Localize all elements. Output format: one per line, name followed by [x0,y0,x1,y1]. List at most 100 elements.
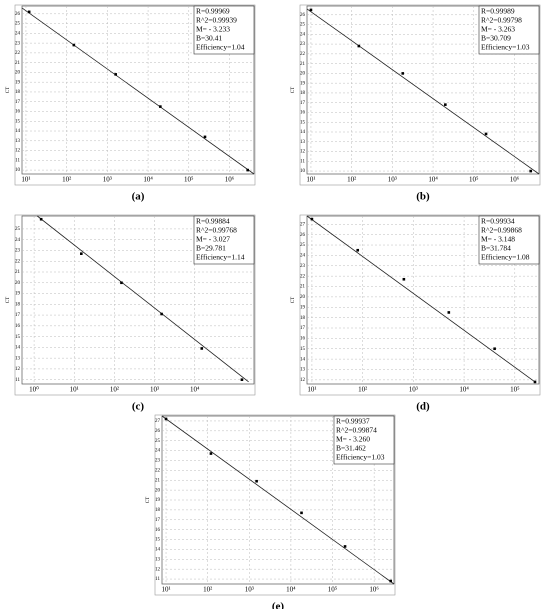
trendline [21,7,255,175]
y-tick-label: 15 [155,538,161,543]
y-tick-label: 22 [15,259,21,264]
y-tick-label: 18 [300,91,306,96]
y-tick-label: 14 [300,130,306,135]
y-tick-label: 24 [15,238,21,243]
y-tick-label: 23 [300,42,306,47]
x-tick-label: 10⁵ [469,176,479,184]
stats-box [193,215,255,265]
point [246,168,249,172]
point [200,347,204,350]
point [159,105,162,108]
stats-line: R^2=0.99868 [481,226,522,235]
stats-box [333,415,395,465]
plot-frame [299,4,541,186]
y-tick-label: 14 [15,346,21,351]
y-tick-label: 27 [155,419,161,424]
y-tick-label: 21 [15,61,21,66]
stats-line: B=31.784 [481,244,511,253]
x-tick-label: 10² [62,176,71,184]
stats-line: Efficiency=1.03 [481,43,530,52]
x-tick-label: 10³ [103,176,112,184]
point [80,252,83,255]
y-tick-label: 24 [300,254,306,259]
panel-caption: (d) [416,401,430,413]
y-tick-label: 23 [300,264,306,269]
stats-line: R^2=0.99798 [481,16,522,25]
y-tick-label: 20 [15,281,21,286]
y-tick-label: 18 [15,90,21,95]
point [484,132,488,136]
point [444,103,447,106]
y-tick-label: 21 [15,270,21,275]
panel-caption: (b) [416,191,430,203]
y-tick-label: 14 [300,357,306,362]
plot-frame [154,414,396,596]
point [401,72,405,75]
y-tick-label: 21 [300,285,306,290]
y-tick-label: 16 [15,324,21,329]
y-tick-label: 17 [300,326,306,331]
x-tick-label: 10⁴ [143,176,153,184]
y-tick-label: 14 [15,129,21,134]
point [120,281,123,285]
point [343,545,347,548]
point [356,248,360,252]
stats-line: Efficiency=1.04 [196,43,245,52]
y-tick-label: 26 [15,12,21,17]
y-tick-label: 15 [300,120,306,125]
y-tick-label: 19 [300,81,306,86]
y-tick-label: 15 [15,335,21,340]
y-tick-label: 22 [15,51,21,56]
y-tick-label: 11 [155,577,160,582]
y-tick-label: 26 [155,429,161,434]
point [160,312,163,316]
y-tick-label: 19 [155,498,161,503]
stats-line: M= - 3.263 [481,25,515,34]
point [357,44,361,48]
y-tick-label: 13 [300,140,306,145]
y-tick-label: 16 [300,337,306,342]
stats-line: B=30.709 [481,34,511,43]
x-tick-label: 10² [347,176,356,184]
point [209,452,213,455]
stats-line: R=0.99884 [196,217,230,226]
point [27,10,31,14]
y-tick-label: 19 [300,305,306,310]
x-tick-label: 10¹ [21,176,30,184]
stats-line: M= - 3.260 [336,435,370,444]
stats-box [193,5,255,55]
y-axis-label: CT [291,87,296,93]
x-tick-label: 10⁶ [510,176,520,184]
point [389,579,393,583]
trendline [306,215,536,383]
x-tick-label: 10⁴ [459,386,469,394]
x-tick-label: 10¹ [70,386,79,394]
stats-line: R=0.99969 [196,7,230,16]
plot-frame [299,214,541,396]
x-tick-label: 10³ [150,386,159,394]
y-tick-label: 18 [15,302,21,307]
y-tick-label: 19 [15,80,21,85]
x-tick-label: 10³ [245,586,254,594]
point [309,8,313,12]
stats-line: R=0.99934 [481,217,515,226]
y-tick-label: 25 [15,22,21,27]
y-tick-label: 25 [300,23,306,28]
point [300,511,303,515]
x-tick-label: 10² [203,586,212,594]
y-tick-label: 11 [15,158,20,163]
y-tick-label: 23 [15,41,21,46]
stats-line: Efficiency=1.14 [196,253,245,262]
y-tick-label: 27 [300,222,306,227]
y-tick-label: 17 [15,313,21,318]
stats-line: B=29.781 [196,244,226,253]
y-tick-label: 20 [155,488,161,493]
x-tick-label: 10³ [409,386,418,394]
x-tick-label: 10⁴ [286,586,296,594]
y-tick-label: 16 [300,111,306,116]
y-tick-label: 13 [15,356,21,361]
trendline [306,8,540,175]
y-tick-label: 22 [300,274,306,279]
point [203,135,207,139]
